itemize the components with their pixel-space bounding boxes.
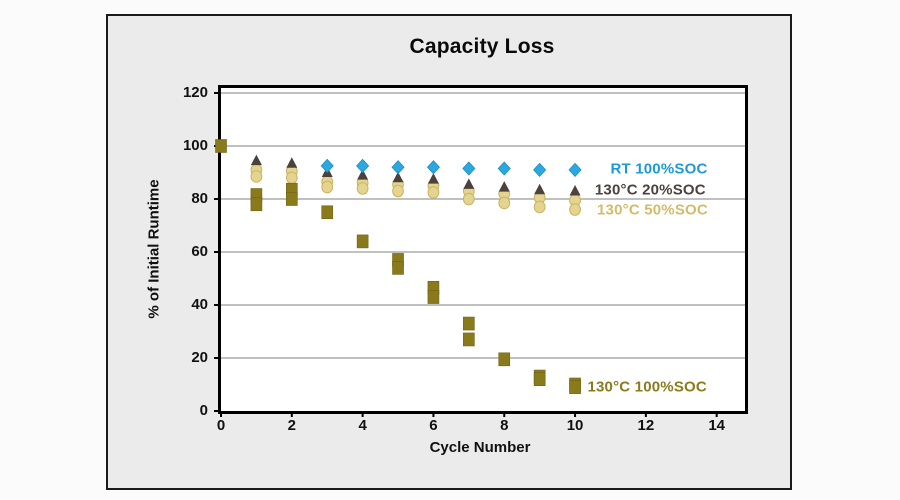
y-tick-label: 100 xyxy=(182,137,208,154)
marker-rt-100soc xyxy=(426,160,440,175)
y-tick-label: 80 xyxy=(191,190,208,207)
x-tick-label: 10 xyxy=(566,417,584,434)
marker-c130-50soc xyxy=(533,200,546,214)
marker-c130-20soc xyxy=(498,181,510,192)
x-tick-label: 2 xyxy=(287,417,296,434)
plot-area: 0 20 40 60 80 100 120 0 2 4 6 8 10 12 14 RT 100%SOC 13… xyxy=(183,84,748,456)
marker-c130-50soc xyxy=(356,182,369,195)
x-tick-label: 14 xyxy=(708,417,726,434)
marker-rt-100soc xyxy=(462,161,476,176)
marker-c130-100soc xyxy=(463,332,475,347)
marker-c130-100soc xyxy=(427,290,440,304)
x-tick-label: 12 xyxy=(637,417,655,434)
marker-c130-50soc xyxy=(321,180,334,194)
series-label-c130-50soc: 130°C 50%SOC xyxy=(597,201,708,219)
marker-c130-100soc xyxy=(250,197,263,212)
chart-panel: Capacity Loss % of Initial Runtime 0 20 40… xyxy=(106,14,792,490)
y-tick-label: 0 xyxy=(199,402,208,419)
y-tick-label: 20 xyxy=(191,349,208,366)
marker-rt-100soc xyxy=(391,160,405,175)
marker-c130-50soc xyxy=(250,170,263,183)
marker-c130-20soc xyxy=(250,154,262,166)
marker-c130-50soc xyxy=(498,196,511,210)
series-label-c130-100soc: 130°C 100%SOC xyxy=(587,378,707,396)
y-tick-label: 120 xyxy=(182,84,208,101)
series-label-c130-20soc: 130°C 20%SOC xyxy=(594,181,706,199)
plot-canvas xyxy=(214,92,745,417)
marker-c130-50soc xyxy=(285,171,298,185)
series-label-rt-100soc: RT 100%SOC xyxy=(610,160,708,178)
marker-c130-100soc xyxy=(392,261,404,275)
marker-rt-100soc xyxy=(356,158,370,173)
x-tick-label: 4 xyxy=(358,417,367,434)
marker-c130-50soc xyxy=(462,192,475,206)
y-tick-label: 60 xyxy=(191,243,208,260)
marker-c130-100soc xyxy=(286,192,298,206)
marker-c130-50soc xyxy=(427,186,440,199)
marker-c130-100soc xyxy=(356,234,369,249)
marker-rt-100soc xyxy=(497,161,511,176)
marker-c130-100soc xyxy=(569,380,581,394)
marker-c130-100soc xyxy=(533,372,546,387)
marker-c130-20soc xyxy=(392,171,404,183)
chart-title: Capacity Loss xyxy=(409,35,555,58)
marker-c130-100soc xyxy=(321,205,334,220)
marker-c130-20soc xyxy=(569,185,581,196)
marker-c130-50soc xyxy=(392,184,404,198)
marker-c130-20soc xyxy=(357,169,369,180)
x-tick-label: 0 xyxy=(216,417,226,434)
marker-c130-20soc xyxy=(427,173,439,184)
marker-rt-100soc xyxy=(320,158,334,173)
marker-c130-20soc xyxy=(534,183,546,195)
marker-c130-100soc xyxy=(215,139,227,153)
marker-c130-100soc xyxy=(463,316,475,331)
x-axis-title: Cycle Number xyxy=(429,439,531,456)
x-tick-label: 8 xyxy=(500,417,509,434)
marker-c130-20soc xyxy=(463,178,475,189)
marker-c130-50soc xyxy=(569,203,581,216)
marker-c130-100soc xyxy=(498,352,511,367)
marker-c130-20soc xyxy=(286,157,298,168)
y-tick-label: 40 xyxy=(191,296,208,313)
x-tick-label: 6 xyxy=(429,417,438,434)
marker-rt-100soc xyxy=(533,162,547,177)
marker-rt-100soc xyxy=(568,162,582,177)
